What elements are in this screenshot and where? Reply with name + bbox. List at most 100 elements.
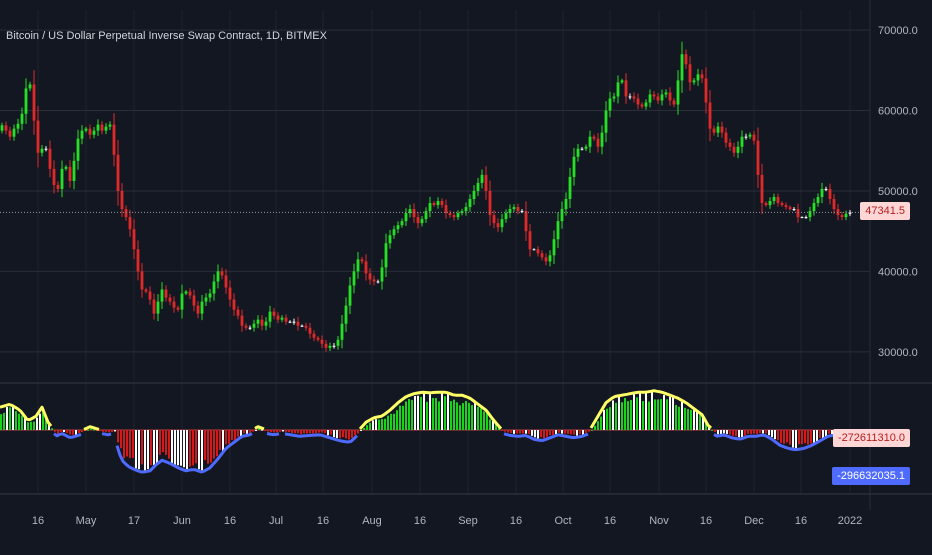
candle-body: [144, 289, 148, 292]
oscillator-bar: [486, 413, 488, 430]
oscillator-lower-line: [101, 432, 112, 437]
x-tick-label: 17: [128, 515, 140, 527]
oscillator-bar: [315, 430, 317, 434]
candle-body: [584, 146, 588, 149]
oscillator-bar: [588, 430, 590, 432]
candle-body: [844, 213, 848, 218]
oscillator-bar: [291, 430, 293, 433]
oscillator-bar: [228, 430, 230, 444]
oscillator-bar: [336, 430, 338, 438]
oscillator-bar: [243, 430, 245, 434]
oscillator-bar: [477, 406, 479, 430]
oscillator-bar: [192, 430, 194, 466]
oscillator-lower-line: [713, 433, 853, 452]
candle-body: [284, 317, 288, 322]
oscillator-bar: [18, 413, 20, 430]
candle-body: [728, 142, 732, 147]
candle-body: [136, 249, 140, 272]
oscillator-bar: [162, 430, 164, 452]
candle-body: [692, 80, 696, 83]
oscillator-bar: [594, 425, 596, 430]
oscillator-bar: [621, 402, 623, 430]
oscillator-bar: [207, 430, 209, 464]
x-tick-label: Dec: [744, 515, 764, 527]
candle-body: [48, 148, 52, 169]
oscillator-bar: [558, 430, 560, 433]
oscillator-bar: [294, 430, 296, 434]
oscillator-bar: [105, 430, 107, 433]
candle-body: [212, 281, 216, 294]
oscillator-bar: [555, 430, 557, 435]
oscillator-bar: [819, 430, 821, 438]
candle-body: [12, 128, 16, 137]
oscillator-bar: [351, 430, 353, 439]
oscillator-bar: [216, 430, 218, 457]
candle-body: [708, 102, 712, 129]
candle-body: [432, 203, 436, 206]
oscillator-bar: [789, 430, 791, 445]
candle-body: [784, 205, 788, 208]
oscillator-bar: [324, 430, 326, 434]
oscillator-bar: [186, 430, 188, 470]
x-tick-label: 16: [604, 515, 616, 527]
oscillator-bar: [795, 430, 797, 449]
x-tick-label: 16: [795, 515, 807, 527]
candle-body: [788, 207, 792, 210]
symbol-title[interactable]: Bitcoin / US Dollar Perpetual Inverse Sw…: [6, 30, 327, 42]
candle-body: [740, 136, 744, 147]
oscillator-bar: [6, 406, 8, 430]
oscillator-bar: [771, 430, 773, 438]
oscillator-bar: [180, 430, 182, 466]
oscillator-bar: [774, 430, 776, 440]
oscillator-bar: [447, 393, 449, 430]
candle-body: [848, 212, 852, 214]
oscillator-bar: [177, 430, 179, 466]
oscillator-bar: [129, 430, 131, 459]
candle-body: [224, 275, 228, 288]
oscillator-bar: [432, 397, 434, 430]
oscillator-bar: [516, 430, 518, 434]
candle-body: [156, 301, 160, 314]
candle-body: [288, 321, 292, 323]
oscillator-bar: [258, 428, 260, 430]
oscillator-bar: [708, 426, 710, 430]
candle-body: [236, 309, 240, 316]
candle-body: [652, 94, 656, 97]
candle-body: [404, 213, 408, 222]
oscillator-bar: [714, 430, 716, 432]
oscillator-bar: [408, 399, 410, 430]
oscillator-bar: [582, 430, 584, 435]
candle-body: [600, 132, 604, 147]
candle-body: [32, 84, 36, 121]
oscillator-bar: [552, 430, 554, 435]
oscillator-bar: [435, 398, 437, 430]
candles: [0, 41, 852, 352]
candle-body: [764, 203, 768, 206]
candle-body: [380, 267, 384, 282]
oscillator-bar: [546, 430, 548, 437]
oscillator-bar: [51, 428, 53, 430]
candle-body: [604, 110, 608, 133]
oscillator-bar: [411, 399, 413, 430]
candle-body: [184, 291, 188, 294]
oscillator-bar: [675, 404, 677, 430]
candle-body: [516, 207, 520, 212]
candle-body: [452, 215, 456, 218]
x-tick-label: 16: [224, 515, 236, 527]
oscillator-bar: [822, 430, 824, 438]
candle-body: [200, 301, 204, 314]
oscillator-bar: [498, 427, 500, 430]
candle-body: [276, 315, 280, 320]
candle-body: [256, 319, 260, 324]
oscillator-bar: [465, 400, 467, 430]
candle-body: [556, 221, 560, 240]
candle-body: [92, 130, 96, 135]
oscillator-bar: [750, 430, 752, 434]
oscillator-bar: [126, 430, 128, 457]
oscillator-value-label-2: -296632035.1: [832, 467, 910, 485]
oscillator-bar: [660, 399, 662, 430]
candle-body: [748, 134, 752, 137]
oscillator-bar: [201, 430, 203, 471]
